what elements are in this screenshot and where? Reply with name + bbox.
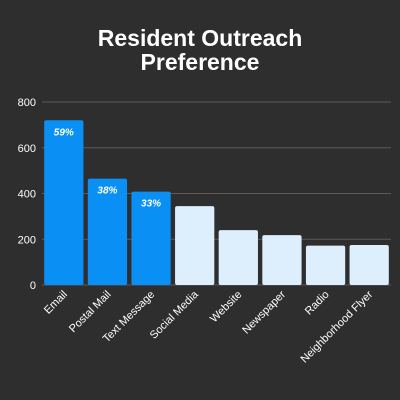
bars xyxy=(44,120,389,285)
x-tick-label-5: Newspaper xyxy=(240,288,288,336)
bar-0 xyxy=(44,120,84,285)
y-tick-label-0: 0 xyxy=(30,280,36,292)
bar-4 xyxy=(218,230,258,285)
y-tick-label-400: 400 xyxy=(18,189,36,201)
bar-5 xyxy=(262,235,302,285)
x-tick-label-7: Neighborhood Flyer xyxy=(298,288,375,365)
bar-2 xyxy=(131,191,171,285)
data-labels: 59% 38% 33% xyxy=(54,127,161,209)
bar-6 xyxy=(305,245,346,285)
x-tick-label-4: Website xyxy=(208,289,244,325)
bar-7 xyxy=(349,244,389,285)
x-tick-label-0: Email xyxy=(42,289,70,317)
data-label-1: 38% xyxy=(97,186,117,197)
y-axis-ticks: 0 200 400 600 800 xyxy=(18,97,36,292)
bar-3 xyxy=(175,206,215,285)
x-tick-label-1: Postal Mail xyxy=(67,289,114,336)
y-tick-label-600: 600 xyxy=(18,143,36,155)
data-label-2: 33% xyxy=(141,199,161,210)
data-label-0: 59% xyxy=(54,127,74,138)
chart-title-line-2: Preference xyxy=(141,49,260,75)
y-tick-label-200: 200 xyxy=(18,234,36,246)
x-tick-label-6: Radio xyxy=(303,289,332,318)
bar-1 xyxy=(87,178,128,285)
y-tick-label-800: 800 xyxy=(18,97,36,109)
chart-title-line-1: Resident Outreach xyxy=(98,25,303,51)
